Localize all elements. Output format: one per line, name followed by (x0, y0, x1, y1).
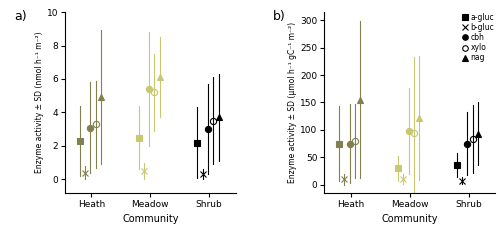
Text: a): a) (14, 10, 26, 23)
X-axis label: Community: Community (122, 214, 178, 224)
Legend: a-gluc, b-gluc, cbh, xylo, nag: a-gluc, b-gluc, cbh, xylo, nag (462, 13, 494, 62)
X-axis label: Community: Community (382, 214, 438, 224)
Y-axis label: Enzyme activity ± SD (µmol h⁻¹ gC⁻¹ m⁻²): Enzyme activity ± SD (µmol h⁻¹ gC⁻¹ m⁻²) (288, 22, 298, 183)
Text: b): b) (273, 10, 286, 23)
Y-axis label: Enzyme activity ± SD (nmol h⁻¹ m⁻²): Enzyme activity ± SD (nmol h⁻¹ m⁻²) (35, 32, 44, 173)
